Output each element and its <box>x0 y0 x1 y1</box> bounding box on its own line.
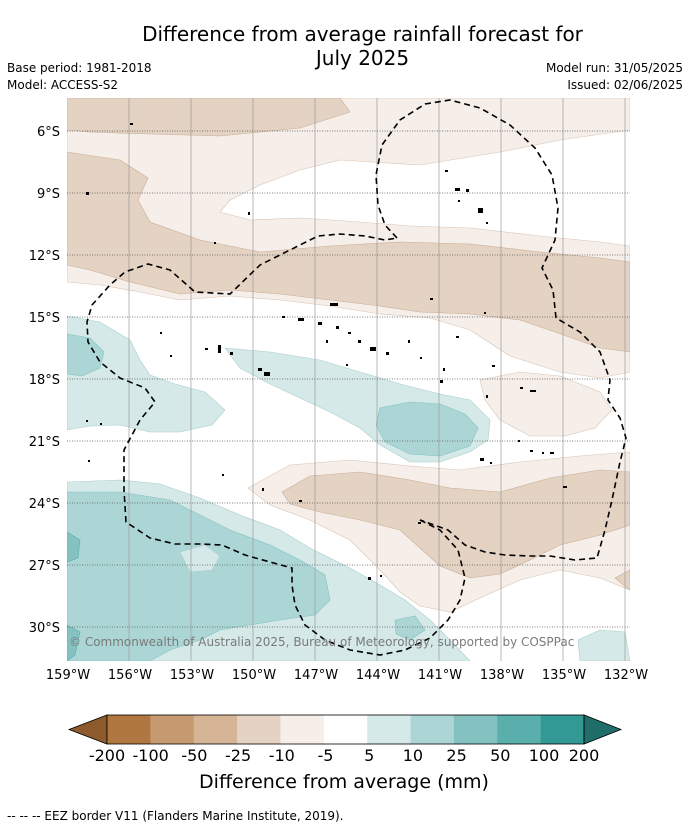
lat-label-30s: 30°S <box>29 621 60 636</box>
lon-label-141w: 141°W <box>418 668 462 683</box>
map-plot-area: © Commonwealth of Australia 2025, Bureau… <box>67 98 630 661</box>
colorbar-segment <box>193 715 238 744</box>
lon-label-156w: 156°W <box>108 668 152 683</box>
cb-tick-label: -100 <box>133 746 169 765</box>
wet-region-central-mid <box>375 401 479 457</box>
colorbar-segment <box>410 715 455 744</box>
lat-label-24s: 24°S <box>29 497 60 512</box>
lat-label-27s: 27°S <box>29 559 60 574</box>
wet-region-west-light <box>67 315 226 433</box>
lat-label-15s: 15°S <box>29 311 60 326</box>
colorbar <box>67 714 623 745</box>
lon-label-135w: 135°W <box>542 668 586 683</box>
cb-tick-label: 50 <box>490 746 510 765</box>
model-run-text: Model run: 31/05/2025 <box>545 61 683 75</box>
colorbar-segment <box>497 715 541 744</box>
wet-region-west-mid <box>67 333 105 377</box>
lon-label-159w: 159°W <box>46 668 90 683</box>
colorbar-segment <box>280 715 325 744</box>
wet-patch-west-deep <box>67 531 81 563</box>
latitude-labels: 6°S 9°S 12°S 15°S 18°S 21°S 24°S 27°S 30… <box>29 125 60 636</box>
lon-label-147w: 147°W <box>294 668 338 683</box>
title-line-2: July 2025 <box>315 46 410 70</box>
lat-label-21s: 21°S <box>29 435 60 450</box>
colorbar-segment <box>107 715 151 744</box>
eez-legend-text: -- -- -- EEZ border V11 (Flanders Marine… <box>7 809 344 823</box>
lon-label-150w: 150°W <box>232 668 276 683</box>
wet-patch-southwest-deep <box>67 624 81 661</box>
cb-tick-label: 100 <box>529 746 560 765</box>
cb-tick-label: 5 <box>364 746 374 765</box>
colorbar-extend-high <box>583 714 623 745</box>
colorbar-segment <box>453 715 498 744</box>
base-period-text: Base period: 1981-2018 <box>7 61 152 75</box>
lon-label-132w: 132°W <box>604 668 648 683</box>
wet-region-southwest-mid <box>67 491 331 661</box>
dry-patch-far-east <box>614 569 630 591</box>
wet-patch-southeast <box>577 629 630 661</box>
colorbar-outline <box>106 714 585 745</box>
eez-border-northeast <box>375 99 627 561</box>
dry-region-east-light <box>479 371 613 437</box>
colorbar-segment <box>323 715 368 744</box>
colorbar-title: Difference from average (mm) <box>199 771 489 793</box>
issued-text: Issued: 02/06/2025 <box>567 78 683 92</box>
lat-label-18s: 18°S <box>29 373 60 388</box>
eez-borders <box>86 99 627 656</box>
lon-label-138w: 138°W <box>480 668 524 683</box>
model-text: Model: ACCESS-S2 <box>7 78 119 92</box>
colorbar-segment <box>540 715 585 744</box>
title-line-1: Difference from average rainfall forecas… <box>142 22 583 46</box>
attribution-text: © Commonwealth of Australia 2025, Bureau… <box>69 635 574 649</box>
map-title: Difference from average rainfall forecas… <box>95 22 630 70</box>
cb-tick-label: 200 <box>569 746 600 765</box>
cb-tick-label: -50 <box>181 746 207 765</box>
dry-band-central-mid <box>67 151 630 353</box>
cb-tick-label: -25 <box>225 746 251 765</box>
islands <box>86 123 567 580</box>
lat-label-9s: 9°S <box>37 187 60 202</box>
colorbar-segment <box>150 715 195 744</box>
model-info: Base period: 1981-2018 Model: ACCESS-S2 <box>7 60 152 94</box>
lon-label-153w: 153°W <box>170 668 214 683</box>
cb-tick-label: -5 <box>318 746 334 765</box>
eez-border-central <box>86 233 466 656</box>
dry-band-south-mid <box>281 469 630 579</box>
cb-tick-label: 10 <box>403 746 423 765</box>
wet-patch-south-small <box>394 615 426 641</box>
colorbar-tick-labels: -200 -100 -50 -25 -10 -5 5 10 25 50 100 … <box>89 746 599 765</box>
colorbar-segment <box>367 715 411 744</box>
lon-label-144w: 144°W <box>356 668 400 683</box>
run-info: Model run: 31/05/2025 Issued: 02/06/2025 <box>546 60 683 94</box>
colorbar-extend-low <box>67 714 108 745</box>
longitude-labels: 159°W 156°W 153°W 150°W 147°W 144°W 141°… <box>46 668 648 683</box>
cb-tick-label: 25 <box>446 746 466 765</box>
lat-label-12s: 12°S <box>29 249 60 264</box>
colorbar-segment <box>237 715 281 744</box>
lat-label-6s: 6°S <box>37 125 60 140</box>
cb-tick-label: -10 <box>269 746 295 765</box>
cb-tick-label: -200 <box>89 746 125 765</box>
